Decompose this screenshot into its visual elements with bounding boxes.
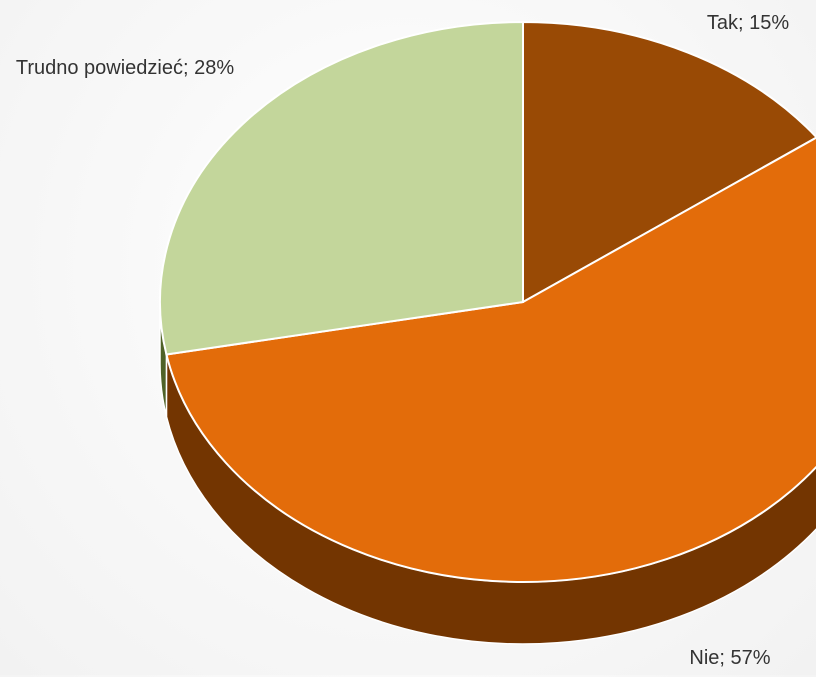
data-label: Nie; 57%	[689, 647, 771, 669]
data-label: Trudno powiedzieć; 28%	[15, 57, 235, 79]
slice	[522, 20, 816, 304]
slice	[159, 20, 524, 356]
data-label: Tak; 15%	[706, 12, 790, 34]
slice	[165, 136, 816, 583]
